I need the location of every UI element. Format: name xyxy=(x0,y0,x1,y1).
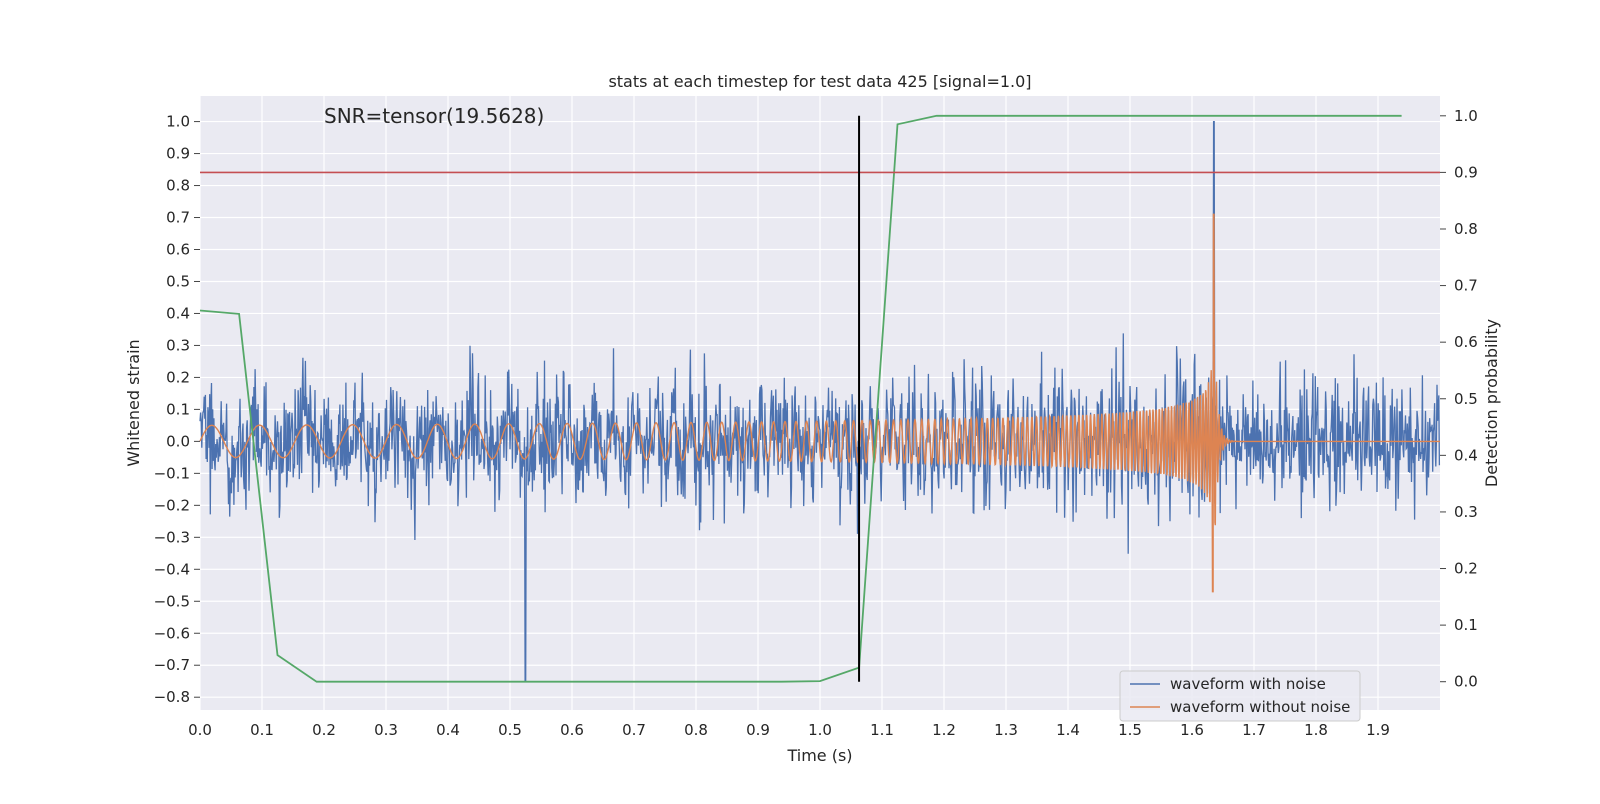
y-right-axis-ticks: 1.0 0.9 0.8 0.7 0.6 0.5 0.4 0.3 0.2 0.1 0.0 xyxy=(1440,107,1478,691)
y-left-tick-label: −0.2 xyxy=(154,496,190,514)
x-tick-label: 1.8 xyxy=(1304,721,1328,739)
probability-trace xyxy=(199,114,1402,683)
series-waveform-without-noise xyxy=(199,213,1440,593)
snr-annotation: SNR=tensor(19.5628) xyxy=(324,104,544,128)
y-right-tick-label: 0.9 xyxy=(1454,163,1478,181)
chart-title: stats at each timestep for test data 425… xyxy=(608,72,1031,91)
x-tick-label: 0.4 xyxy=(436,721,460,739)
noise-trace xyxy=(199,120,1441,682)
y-left-tick-label: 0.4 xyxy=(166,304,190,322)
x-tick-label: 1.6 xyxy=(1180,721,1204,739)
x-tick-label: 1.7 xyxy=(1242,721,1266,739)
y-right-tick-label: 0.2 xyxy=(1454,560,1478,578)
y-left-tick-label: −0.8 xyxy=(154,688,190,706)
y-left-tick-label: −0.7 xyxy=(154,656,190,674)
legend-label-noise: waveform with noise xyxy=(1170,675,1326,693)
y-left-axis-ticks: 1.0 0.9 0.8 0.7 0.6 0.5 0.4 0.3 0.2 0.1 0.0 −0.1 −0.… xyxy=(154,113,200,706)
y-left-axis-label: Whitened strain xyxy=(124,339,143,466)
y-left-tick-label: −0.4 xyxy=(154,560,190,578)
x-tick-label: 1.3 xyxy=(994,721,1018,739)
legend: waveform with noise waveform without noi… xyxy=(1119,670,1361,722)
x-tick-label: 0.1 xyxy=(250,721,274,739)
x-tick-label: 0.6 xyxy=(560,721,584,739)
x-tick-label: 1.9 xyxy=(1366,721,1390,739)
x-axis-ticks: 0.0 0.1 0.2 0.3 0.4 0.5 0.6 0.7 0.8 0.9 1.0 1.1 1.2 1… xyxy=(188,721,1390,739)
y-right-axis-label: Detection probability xyxy=(1482,319,1501,487)
y-right-tick-label: 0.6 xyxy=(1454,333,1478,351)
series-waveform-with-noise xyxy=(199,120,1441,682)
x-tick-label: 0.7 xyxy=(622,721,646,739)
x-tick-label: 1.2 xyxy=(932,721,956,739)
x-tick-label: 0.8 xyxy=(684,721,708,739)
x-tick-label: 0.9 xyxy=(746,721,770,739)
x-tick-label: 0.3 xyxy=(374,721,398,739)
x-tick-label: 1.0 xyxy=(808,721,832,739)
x-axis-label: Time (s) xyxy=(786,746,852,765)
y-left-tick-label: 0.7 xyxy=(166,209,190,227)
y-right-tick-label: 0.1 xyxy=(1454,616,1478,634)
y-left-tick-label: 1.0 xyxy=(166,113,190,131)
markers xyxy=(200,115,1440,682)
x-tick-label: 0.2 xyxy=(312,721,336,739)
x-tick-label: 1.4 xyxy=(1056,721,1080,739)
y-left-tick-label: 0.1 xyxy=(166,400,190,418)
x-tick-label: 1.5 xyxy=(1118,721,1142,739)
x-tick-label: 0.5 xyxy=(498,721,522,739)
y-left-tick-label: 0.6 xyxy=(166,241,190,259)
y-left-tick-label: 0.3 xyxy=(166,336,190,354)
y-left-tick-label: 0.5 xyxy=(166,272,190,290)
y-left-tick-label: 0.8 xyxy=(166,177,190,195)
y-right-tick-label: 0.4 xyxy=(1454,446,1478,464)
y-right-tick-label: 0.5 xyxy=(1454,390,1478,408)
legend-label-clean: waveform without noise xyxy=(1170,698,1350,716)
y-left-tick-label: −0.3 xyxy=(154,528,190,546)
y-left-tick-label: 0.2 xyxy=(166,368,190,386)
y-left-tick-label: 0.9 xyxy=(166,145,190,163)
legend-box xyxy=(1119,670,1361,722)
y-left-tick-label: −0.1 xyxy=(154,464,190,482)
series-detection-probability xyxy=(199,114,1402,683)
grid xyxy=(199,96,1440,710)
y-left-tick-label: −0.5 xyxy=(154,592,190,610)
y-left-tick-label: 0.0 xyxy=(166,432,190,450)
y-right-tick-label: 0.0 xyxy=(1454,673,1478,691)
y-left-tick-label: −0.6 xyxy=(154,624,190,642)
x-tick-label: 1.1 xyxy=(870,721,894,739)
clean-trace xyxy=(199,213,1440,593)
y-right-tick-label: 0.7 xyxy=(1454,277,1478,295)
y-right-tick-label: 1.0 xyxy=(1454,107,1478,125)
y-right-tick-label: 0.8 xyxy=(1454,220,1478,238)
x-tick-label: 0.0 xyxy=(188,721,212,739)
y-right-tick-label: 0.3 xyxy=(1454,503,1478,521)
